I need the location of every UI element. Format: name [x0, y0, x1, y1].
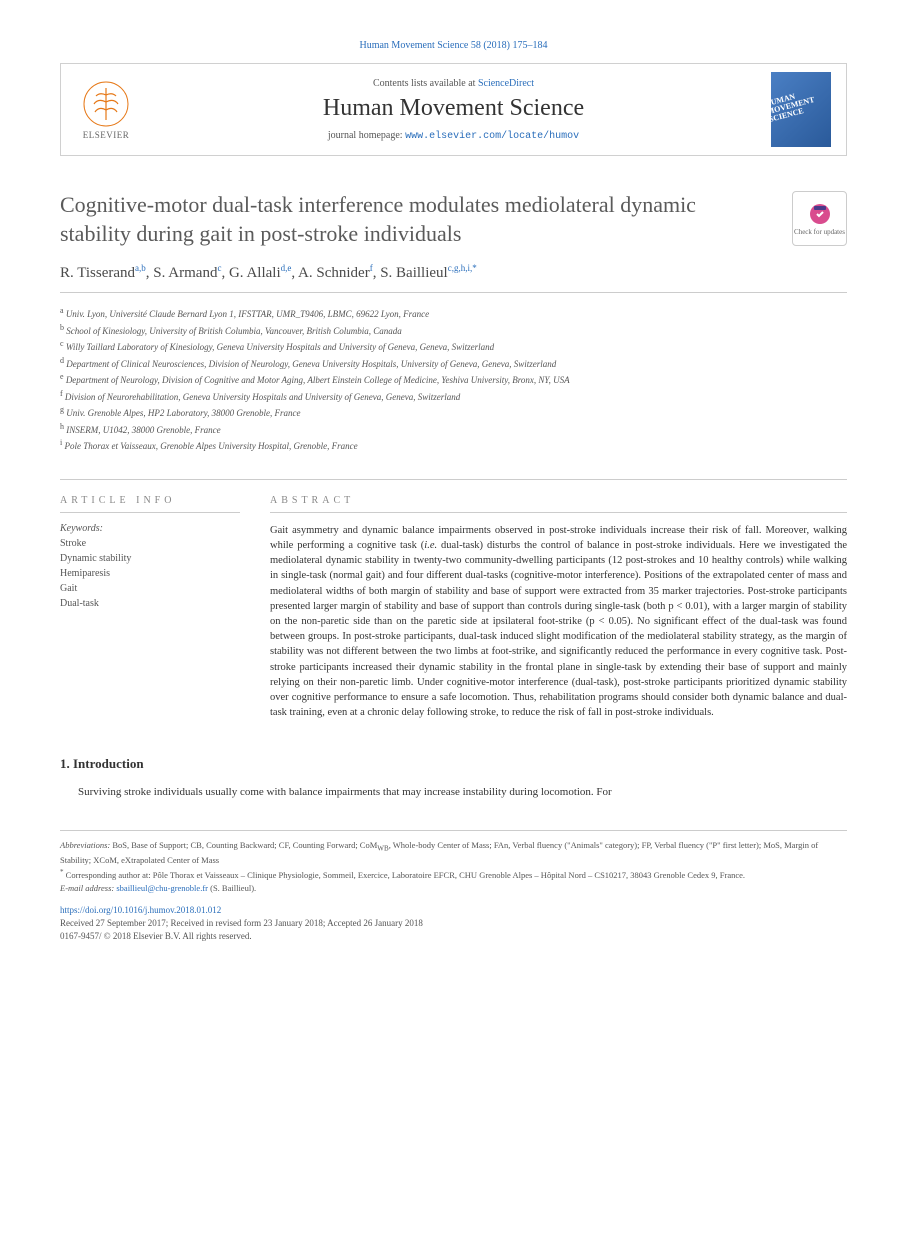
footer-section: Abbreviations: BoS, Base of Support; CB,… [60, 830, 847, 894]
check-updates-badge[interactable]: Check for updates [792, 191, 847, 246]
elsevier-label: ELSEVIER [83, 130, 130, 140]
title-row: Cognitive-motor dual-task interference m… [60, 191, 847, 248]
contents-line: Contents lists available at ScienceDirec… [136, 78, 771, 89]
doi-link[interactable]: https://doi.org/10.1016/j.humov.2018.01.… [60, 904, 847, 917]
email-link[interactable]: sbaillieul@chu-grenoble.fr [116, 883, 208, 893]
corr-text: Corresponding author at: Pôle Thorax et … [64, 870, 745, 880]
email-line: E-mail address: sbaillieul@chu-grenoble.… [60, 882, 847, 895]
abbrev-text: BoS, Base of Support; CB, Counting Backw… [60, 840, 818, 865]
received-line: Received 27 September 2017; Received in … [60, 917, 847, 930]
check-updates-icon [808, 202, 832, 226]
elsevier-tree-icon [82, 80, 130, 128]
journal-name: Human Movement Science [136, 95, 771, 122]
abbreviations-line: Abbreviations: BoS, Base of Support; CB,… [60, 839, 847, 867]
homepage-prefix: journal homepage: [328, 130, 405, 141]
doi-block: https://doi.org/10.1016/j.humov.2018.01.… [60, 904, 847, 942]
intro-text: Surviving stroke individuals usually com… [60, 784, 847, 801]
sciencedirect-link[interactable]: ScienceDirect [478, 78, 534, 89]
homepage-line: journal homepage: www.elsevier.com/locat… [136, 130, 771, 142]
abstract-label: ABSTRACT [270, 495, 847, 513]
header-box: ELSEVIER Contents lists available at Sci… [60, 63, 847, 156]
journal-cover: HUMAN MOVEMENT SCIENCE [771, 72, 831, 147]
email-label: E-mail address: [60, 883, 116, 893]
contents-prefix: Contents lists available at [373, 78, 478, 89]
cover-text: HUMAN MOVEMENT SCIENCE [771, 84, 831, 124]
abstract-column: ABSTRACT Gait asymmetry and dynamic bala… [270, 495, 847, 721]
abstract-text: Gait asymmetry and dynamic balance impai… [270, 523, 847, 721]
keywords-label: Keywords: [60, 523, 240, 534]
copyright-line: 0167-9457/ © 2018 Elsevier B.V. All righ… [60, 930, 847, 943]
elsevier-logo[interactable]: ELSEVIER [76, 75, 136, 145]
keywords-list: StrokeDynamic stabilityHemiparesisGaitDu… [60, 536, 240, 611]
email-author: (S. Baillieul). [208, 883, 256, 893]
authors: R. Tisseranda,b, S. Armandc, G. Allalid,… [60, 263, 847, 293]
article-info-label: ARTICLE INFO [60, 495, 240, 513]
abbrev-label: Abbreviations: [60, 840, 110, 850]
article-info-column: ARTICLE INFO Keywords: StrokeDynamic sta… [60, 495, 240, 721]
check-updates-label: Check for updates [794, 228, 845, 236]
info-abstract-row: ARTICLE INFO Keywords: StrokeDynamic sta… [60, 479, 847, 721]
journal-reference: Human Movement Science 58 (2018) 175–184 [60, 40, 847, 51]
affiliations: a Univ. Lyon, Université Claude Bernard … [60, 305, 847, 454]
intro-heading: 1. Introduction [60, 756, 847, 772]
homepage-link[interactable]: www.elsevier.com/locate/humov [405, 131, 579, 142]
header-center: Contents lists available at ScienceDirec… [136, 78, 771, 142]
article-title: Cognitive-motor dual-task interference m… [60, 191, 792, 248]
corresponding-author-line: * Corresponding author at: Pôle Thorax e… [60, 867, 847, 882]
